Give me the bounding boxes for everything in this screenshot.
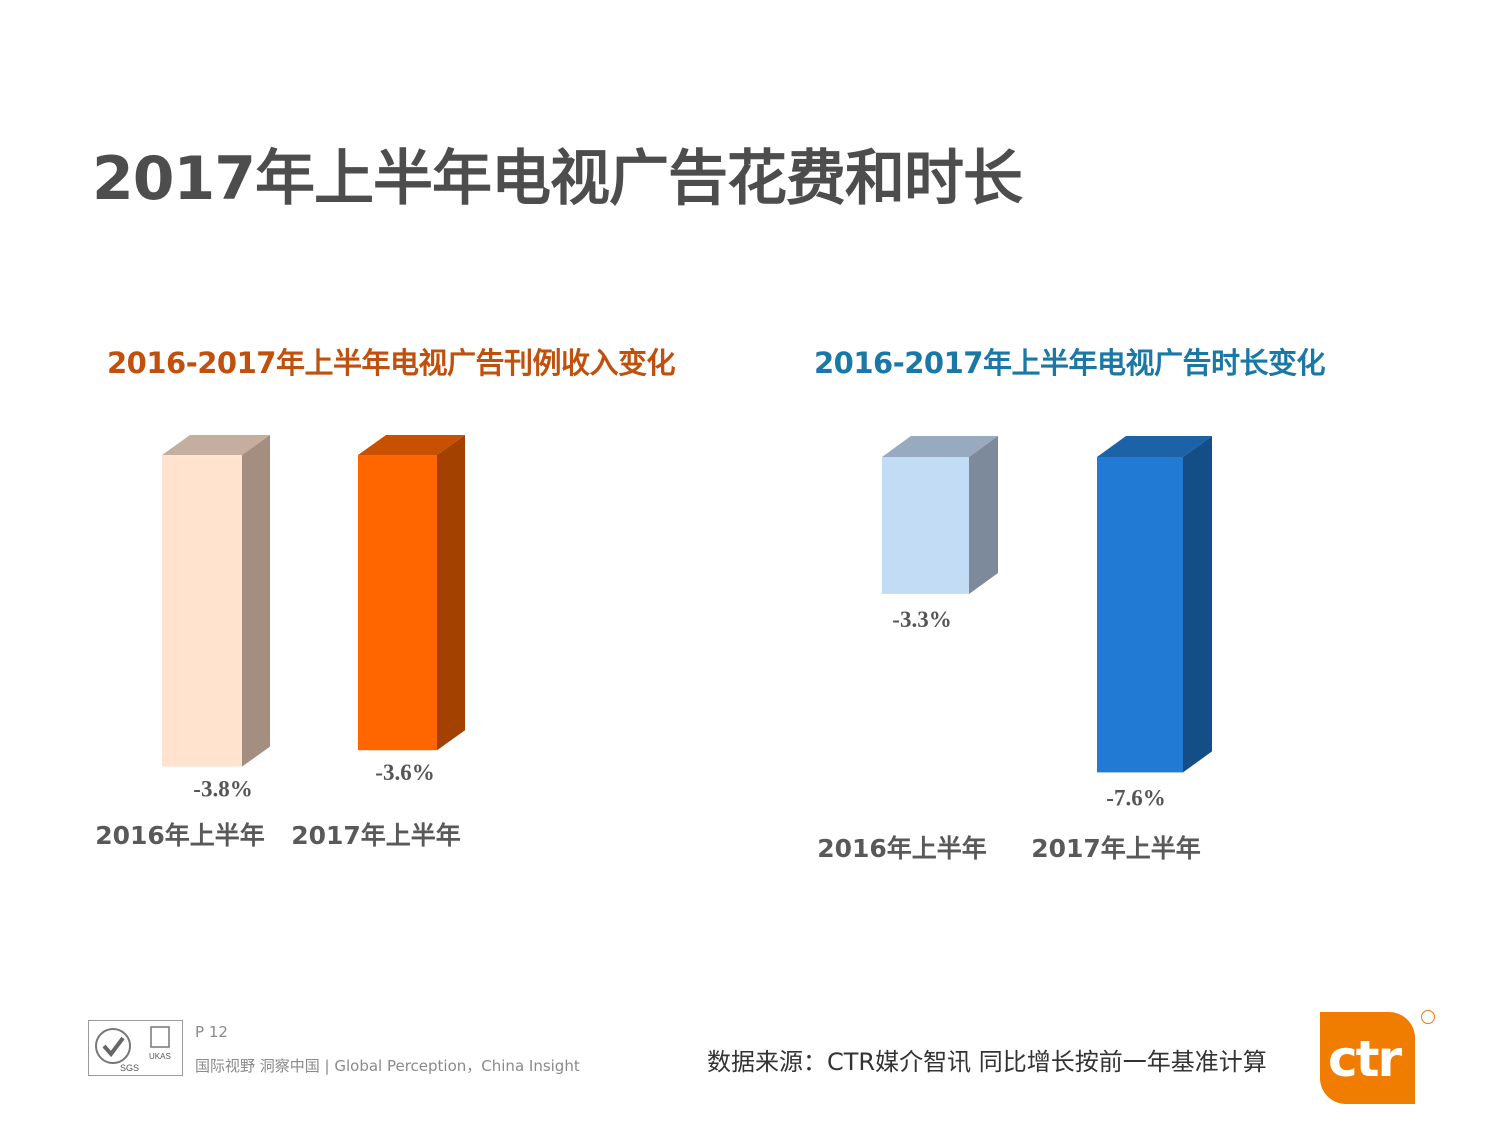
duration-bar-0 — [882, 457, 969, 594]
revenue-chart-title: 2016-2017年上半年电视广告刊例收入变化 — [107, 346, 675, 380]
page-title: 2017年上半年电视广告花费和时长 — [92, 144, 1023, 214]
duration-bar-1-side — [1183, 436, 1212, 773]
revenue-value-label-0: -3.8% — [193, 777, 252, 802]
revenue-bar-1-side — [437, 435, 465, 751]
revenue-bar-0-top — [162, 435, 270, 455]
sgs-mark: SGS — [120, 1063, 139, 1073]
duration-category-label-0: 2016年上半年 — [817, 834, 987, 863]
revenue-value-label-1: -3.6% — [375, 760, 434, 785]
ukas-crown-icon — [150, 1026, 170, 1048]
revenue-category-label-1: 2017年上半年 — [291, 821, 461, 850]
duration-chart-title: 2016-2017年上半年电视广告时长变化 — [814, 346, 1325, 380]
tagline: 国际视野 洞察中国 | Global Perception，China Insi… — [195, 1057, 580, 1075]
revenue-bar-0-side — [242, 435, 270, 767]
duration-value-label-1: -7.6% — [1106, 785, 1165, 810]
revenue-category-label-0: 2016年上半年 — [95, 821, 265, 850]
duration-bar-0-side — [969, 436, 998, 594]
ukas-mark: UKAS — [149, 1052, 171, 1061]
duration-bar-0-top — [882, 436, 998, 457]
duration-value-label-0: -3.3% — [892, 607, 951, 632]
source-note: 数据来源：CTR媒介智讯 同比增长按前一年基准计算 — [707, 1048, 1267, 1076]
registered-mark-icon — [1421, 1010, 1435, 1024]
check-icon — [102, 1036, 125, 1058]
revenue-bar-0 — [162, 455, 242, 767]
duration-bar-1-top — [1097, 436, 1212, 457]
certification-marks: SGS UKAS — [88, 1020, 183, 1076]
iso-cert-icon — [95, 1028, 131, 1064]
revenue-bar-1 — [358, 455, 437, 751]
page-number: P 12 — [195, 1023, 228, 1041]
logo-text: ctr — [1328, 1030, 1402, 1088]
ctr-logo: ctr — [1320, 1012, 1415, 1104]
revenue-bar-1-top — [358, 435, 465, 455]
duration-bar-1 — [1097, 457, 1183, 773]
duration-category-label-1: 2017年上半年 — [1031, 834, 1201, 863]
